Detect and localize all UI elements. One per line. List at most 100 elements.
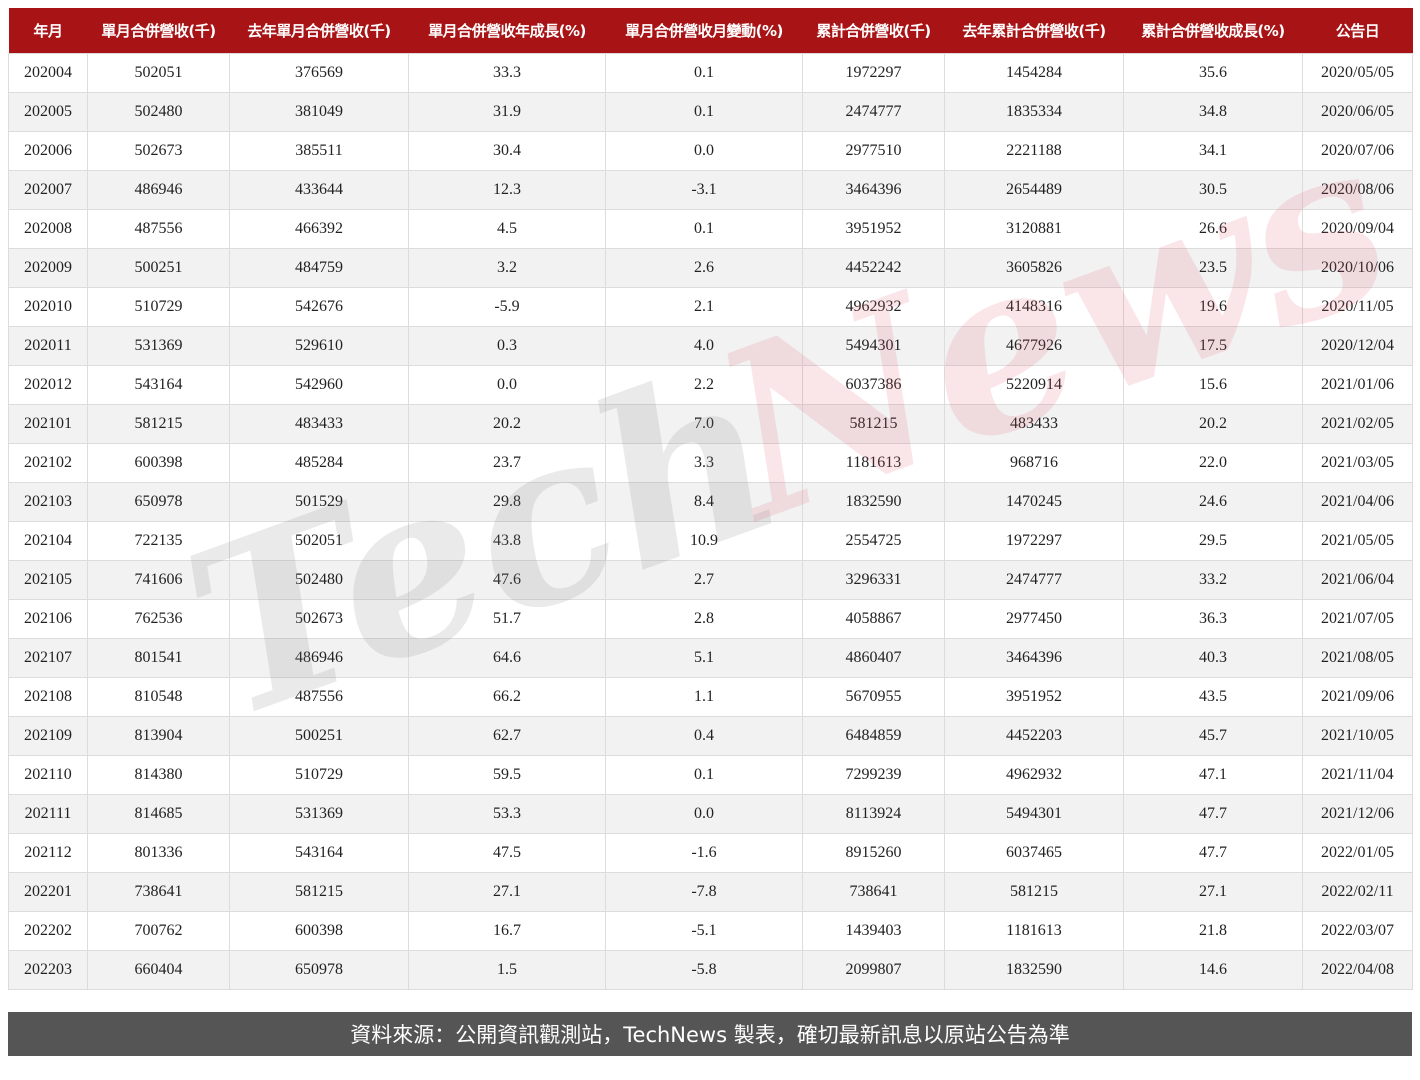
table-cell: 6037386 <box>802 365 945 405</box>
table-cell: 502480 <box>229 560 409 600</box>
table-cell: 542960 <box>229 365 409 405</box>
table-cell: 814685 <box>87 794 230 834</box>
table-row: 202103 650978 501529 29.8 8.4 1832590 1470245 2… <box>8 482 1413 522</box>
table-cell: 700762 <box>87 911 230 951</box>
table-row: 202006 502673 385511 30.4 0.0 2977510 2221188 3… <box>8 131 1413 171</box>
table-cell: 202102 <box>8 443 88 483</box>
table-row: 202110 814380 510729 59.5 0.1 7299239 4962932 4… <box>8 755 1413 795</box>
table-cell: 202101 <box>8 404 88 444</box>
table-cell: 2022/04/08 <box>1302 950 1413 990</box>
table-cell: 5494301 <box>802 326 945 366</box>
table-cell: 502673 <box>229 599 409 639</box>
table-cell: 4058867 <box>802 599 945 639</box>
table-cell: 26.6 <box>1123 209 1303 249</box>
table-cell: 531369 <box>87 326 230 366</box>
table-cell: 801541 <box>87 638 230 678</box>
table-cell: 542676 <box>229 287 409 327</box>
table-cell: 486946 <box>87 170 230 210</box>
table-cell: 202005 <box>8 92 88 132</box>
table-cell: 7299239 <box>802 755 945 795</box>
table-row: 202112 801336 543164 47.5 -1.6 8915260 6037465… <box>8 833 1413 873</box>
table-cell: 8.4 <box>605 482 803 522</box>
table-cell: 4.5 <box>408 209 606 249</box>
table-cell: 59.5 <box>408 755 606 795</box>
table-row: 202203 660404 650978 1.5 -5.8 2099807 1832590 1… <box>8 950 1413 990</box>
table-row: 202104 722135 502051 43.8 10.9 2554725 1972297… <box>8 521 1413 561</box>
source-footer: 資料來源：公開資訊觀測站，TechNews 製表，確切最新訊息以原站公告為準 <box>8 1012 1412 1056</box>
table-cell: 500251 <box>87 248 230 288</box>
table-cell: 510729 <box>229 755 409 795</box>
table-cell: 34.1 <box>1123 131 1303 171</box>
table-cell: 202108 <box>8 677 88 717</box>
table-row: 202008 487556 466392 4.5 0.1 3951952 3120881 26… <box>8 209 1413 249</box>
table-cell: 4452242 <box>802 248 945 288</box>
table-cell: 202106 <box>8 599 88 639</box>
table-cell: 738641 <box>802 872 945 912</box>
table-cell: 2021/12/06 <box>1302 794 1413 834</box>
table-cell: 202203 <box>8 950 88 990</box>
table-cell: 29.5 <box>1123 521 1303 561</box>
table-cell: 1.5 <box>408 950 606 990</box>
table-cell: 20.2 <box>408 404 606 444</box>
table-cell: 53.3 <box>408 794 606 834</box>
table-cell: 1470245 <box>944 482 1124 522</box>
table-cell: 47.7 <box>1123 833 1303 873</box>
column-header: 累計合併營收(千) <box>802 8 945 54</box>
table-cell: 2020/06/05 <box>1302 92 1413 132</box>
table-cell: 0.1 <box>605 755 803 795</box>
table-cell: 581215 <box>944 872 1124 912</box>
table-cell: 483433 <box>229 404 409 444</box>
table-cell: 15.6 <box>1123 365 1303 405</box>
table-header-row: 年月 單月合併營收(千) 去年單月合併營收(千) 單月合併營收年成長(%) 單月合併營收… <box>8 8 1413 54</box>
table-cell: 2021/01/06 <box>1302 365 1413 405</box>
table-cell: 47.7 <box>1123 794 1303 834</box>
table-cell: 5220914 <box>944 365 1124 405</box>
table-cell: 23.5 <box>1123 248 1303 288</box>
table-cell: 202202 <box>8 911 88 951</box>
table-cell: 1181613 <box>944 911 1124 951</box>
table-cell: 2021/11/04 <box>1302 755 1413 795</box>
table-cell: 502480 <box>87 92 230 132</box>
table-cell: 1.1 <box>605 677 803 717</box>
table-cell: 2021/05/05 <box>1302 521 1413 561</box>
table-cell: 381049 <box>229 92 409 132</box>
table-cell: 581215 <box>229 872 409 912</box>
table-cell: 33.2 <box>1123 560 1303 600</box>
table-cell: 5.1 <box>605 638 803 678</box>
table-cell: 2021/07/05 <box>1302 599 1413 639</box>
table-cell: 2554725 <box>802 521 945 561</box>
table-cell: 0.1 <box>605 209 803 249</box>
table-row: 202007 486946 433644 12.3 -3.1 3464396 2654489… <box>8 170 1413 210</box>
table-cell: 1832590 <box>944 950 1124 990</box>
table-cell: 47.1 <box>1123 755 1303 795</box>
table-cell: 30.5 <box>1123 170 1303 210</box>
table-cell: 47.5 <box>408 833 606 873</box>
table-cell: 202110 <box>8 755 88 795</box>
table-cell: -5.8 <box>605 950 803 990</box>
table-cell: 6037465 <box>944 833 1124 873</box>
footer-text: 資料來源：公開資訊觀測站，TechNews 製表，確切最新訊息以原站公告為準 <box>350 1023 1070 1047</box>
table-cell: 202105 <box>8 560 88 600</box>
table-cell: 487556 <box>87 209 230 249</box>
table-cell: 0.4 <box>605 716 803 756</box>
table-cell: 202010 <box>8 287 88 327</box>
table-cell: -5.9 <box>408 287 606 327</box>
table-cell: 810548 <box>87 677 230 717</box>
table-cell: 968716 <box>944 443 1124 483</box>
table-row: 202102 600398 485284 23.7 3.3 1181613 968716 22… <box>8 443 1413 483</box>
table-cell: 4.0 <box>605 326 803 366</box>
table-cell: 43.5 <box>1123 677 1303 717</box>
table-cell: 16.7 <box>408 911 606 951</box>
table-cell: 20.2 <box>1123 404 1303 444</box>
table-cell: 2221188 <box>944 131 1124 171</box>
table-row: 202004 502051 376569 33.3 0.1 1972297 1454284 3… <box>8 53 1413 93</box>
table-cell: 202007 <box>8 170 88 210</box>
table-cell: 500251 <box>229 716 409 756</box>
table-cell: 2977510 <box>802 131 945 171</box>
table-cell: 4452203 <box>944 716 1124 756</box>
table-cell: 202006 <box>8 131 88 171</box>
table-cell: 2021/09/06 <box>1302 677 1413 717</box>
table-cell: 40.3 <box>1123 638 1303 678</box>
table-cell: 484759 <box>229 248 409 288</box>
table-cell: 1835334 <box>944 92 1124 132</box>
